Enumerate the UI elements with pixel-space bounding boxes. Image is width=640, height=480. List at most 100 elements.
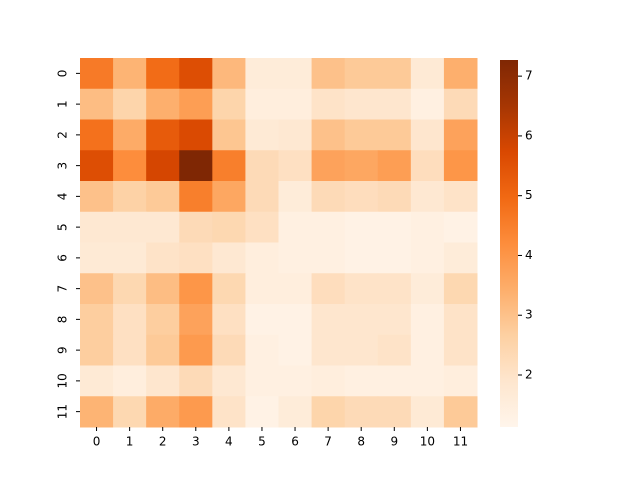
heatmap-cell [344, 150, 379, 182]
heatmap-cell [410, 58, 445, 90]
colorbar-tick-label: 2 [525, 367, 533, 381]
heatmap-cell [179, 211, 213, 243]
heatmap-cell [410, 150, 445, 182]
y-tick-label: 6 [56, 254, 70, 262]
heatmap-cell [344, 58, 379, 90]
heatmap-cell [179, 181, 213, 213]
heatmap-cell [179, 119, 213, 151]
heatmap-cell [311, 88, 346, 120]
heatmap-cell [113, 273, 147, 305]
heatmap-cell [113, 181, 147, 213]
heatmap-cell [344, 304, 379, 336]
heatmap-cell [245, 181, 279, 213]
heatmap-cell [344, 181, 379, 213]
heatmap-cell [146, 119, 180, 151]
heatmap-cell [311, 396, 346, 428]
heatmap-cell [113, 211, 147, 243]
heatmap-cell [179, 304, 213, 336]
heatmap-cell [443, 58, 478, 90]
heatmap-cell [344, 88, 379, 120]
heatmap-cell [278, 211, 313, 243]
heatmap-cell [377, 181, 412, 213]
heatmap-cell [245, 304, 279, 336]
heatmap-cell [212, 365, 246, 397]
heatmap-cell [146, 304, 180, 336]
heatmap-cell [311, 58, 346, 90]
heatmap-cell [278, 150, 313, 182]
heatmap-cell [146, 88, 180, 120]
heatmap-cell [377, 365, 412, 397]
y-tick-label: 4 [56, 193, 70, 201]
heatmap-cell [212, 119, 246, 151]
heatmap-cell [179, 273, 213, 305]
heatmap-cell [245, 58, 279, 90]
heatmap-cell [146, 150, 180, 182]
heatmap-cell [278, 181, 313, 213]
heatmap-cell [278, 334, 313, 366]
heatmap-cell [113, 365, 147, 397]
heatmap-cell [212, 304, 246, 336]
heatmap-cell [311, 211, 346, 243]
heatmap-cell [212, 334, 246, 366]
heatmap-cell [410, 334, 445, 366]
colorbar-tick-label: 7 [525, 69, 533, 83]
heatmap-cell [146, 273, 180, 305]
heatmap-cell [311, 150, 346, 182]
heatmap-cell [212, 396, 246, 428]
heatmap-cell [212, 58, 246, 90]
y-tick-label: 1 [56, 100, 70, 108]
y-tick-label: 11 [56, 404, 70, 419]
heatmap-cell [443, 273, 478, 305]
heatmap-cell [377, 273, 412, 305]
heatmap-cell [278, 242, 313, 274]
colorbar [500, 60, 518, 427]
x-tick-label: 1 [126, 435, 134, 449]
heatmap-cell [212, 181, 246, 213]
heatmap-cell [443, 242, 478, 274]
heatmap-cell [245, 396, 279, 428]
heatmap-cell [410, 119, 445, 151]
heatmap-cell [443, 334, 478, 366]
heatmap-cell [245, 242, 279, 274]
heatmap-cell [212, 273, 246, 305]
x-tick-label: 5 [258, 435, 266, 449]
heatmap-cell [113, 334, 147, 366]
heatmap-cell [80, 211, 114, 243]
heatmap-cell [377, 58, 412, 90]
heatmap-cell [80, 58, 114, 90]
y-tick-label: 10 [56, 373, 70, 388]
heatmap-cell [146, 334, 180, 366]
heatmap-cell [443, 150, 478, 182]
heatmap-cell [212, 150, 246, 182]
x-tick-label: 4 [225, 435, 233, 449]
heatmap-cell [179, 242, 213, 274]
heatmap-cell [344, 396, 379, 428]
heatmap-cell [146, 242, 180, 274]
heatmap-cell [344, 119, 379, 151]
x-tick-label: 6 [291, 435, 299, 449]
heatmap-cell [245, 273, 279, 305]
heatmap-cell [80, 304, 114, 336]
y-tick-label: 3 [56, 162, 70, 170]
x-tick-label: 3 [192, 435, 200, 449]
heatmap-cell [410, 273, 445, 305]
heatmap-cell [146, 58, 180, 90]
heatmap-cell [443, 119, 478, 151]
heatmap-cell [344, 365, 379, 397]
heatmap-cell [245, 119, 279, 151]
heatmap-cell [443, 88, 478, 120]
heatmap-cell [410, 365, 445, 397]
x-tick-label: 11 [453, 435, 468, 449]
heatmap-cell [344, 211, 379, 243]
heatmap-cell [311, 304, 346, 336]
heatmap-cell [146, 365, 180, 397]
heatmap-cell [410, 211, 445, 243]
y-tick-label: 0 [56, 70, 70, 78]
colorbar-tick-label: 4 [525, 248, 533, 262]
heatmap-cell [410, 181, 445, 213]
heatmap-cell [146, 211, 180, 243]
x-tick-label: 8 [357, 435, 365, 449]
heatmap-cell [80, 181, 114, 213]
y-tick-label: 9 [56, 346, 70, 354]
heatmap-cell [311, 334, 346, 366]
